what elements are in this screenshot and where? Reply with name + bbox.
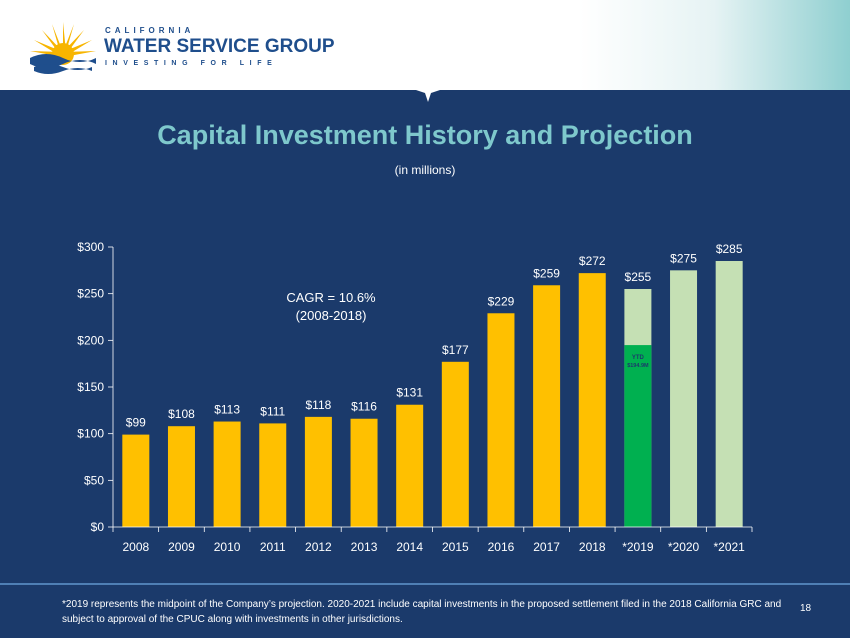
data-label: $131 — [396, 386, 423, 400]
data-label: $99 — [126, 416, 146, 430]
x-tick-label: 2015 — [442, 540, 469, 554]
y-tick-label: $50 — [84, 473, 104, 487]
data-label: $285 — [716, 242, 743, 256]
cagr-annotation-line1: CAGR = 10.6% — [286, 290, 376, 305]
y-tick-label: $200 — [77, 333, 104, 347]
logo-text-company: WATER SERVICE GROUP — [104, 36, 335, 57]
data-label: $275 — [670, 251, 697, 265]
y-tick-label: $100 — [77, 427, 104, 441]
bar-2010 — [213, 421, 241, 527]
x-tick-label: 2011 — [260, 540, 286, 554]
ytd-label-line2: $194.9M — [627, 363, 649, 369]
x-tick-label: 2014 — [396, 540, 423, 554]
y-tick-label: $300 — [77, 240, 104, 254]
slide-header: CALIFORNIA WATER SERVICE GROUP INVESTING… — [0, 0, 850, 102]
x-tick-label: 2008 — [122, 540, 149, 554]
logo-text-california: CALIFORNIA — [105, 26, 195, 35]
x-axis: 2008 2009 2010 2011 2012 2013 2014 2015 2016 2017… — [112, 526, 753, 554]
header-notch — [413, 89, 443, 102]
data-label: $118 — [305, 398, 331, 412]
bar-2008 — [122, 434, 150, 527]
bars: $99 $108 $113 $111 $118 $116 $131 $177 $229 $259 $… — [122, 242, 743, 527]
x-tick-label: 2012 — [305, 540, 332, 554]
slide-title: Capital Investment History and Projectio… — [157, 120, 693, 150]
bar-2012 — [304, 416, 332, 527]
x-tick-label: *2020 — [668, 540, 700, 554]
cagr-annotation-line2: (2008-2018) — [296, 308, 367, 323]
footnote: *2019 represents the midpoint of the Com… — [62, 599, 782, 625]
bar-2016 — [487, 313, 515, 527]
footer-divider — [0, 583, 850, 585]
y-tick-label: $0 — [91, 520, 105, 534]
x-tick-label: *2019 — [622, 540, 654, 554]
x-tick-label: 2010 — [214, 540, 241, 554]
page-number: 18 — [800, 603, 812, 614]
bar-2011 — [259, 423, 287, 527]
x-tick-label: 2016 — [488, 540, 515, 554]
x-tick-label: *2021 — [713, 540, 745, 554]
bar-2014 — [396, 404, 424, 527]
x-tick-label: 2013 — [351, 540, 378, 554]
sun-water-logo-icon — [30, 22, 96, 74]
company-logo: CALIFORNIA WATER SERVICE GROUP INVESTING… — [28, 18, 335, 76]
data-label: $111 — [260, 404, 285, 418]
bar-2009 — [167, 426, 195, 527]
x-tick-label: 2018 — [579, 540, 606, 554]
bar-ytd-segment — [624, 345, 652, 527]
data-label: $116 — [351, 400, 377, 414]
bar-2015 — [441, 361, 469, 527]
data-label: $259 — [533, 266, 560, 280]
data-label: $177 — [442, 343, 469, 357]
data-label: $255 — [625, 270, 652, 284]
bar-p2020 — [670, 270, 698, 527]
bar-p2021 — [715, 261, 743, 527]
bar-2013 — [350, 418, 378, 527]
y-tick-label: $150 — [77, 380, 104, 394]
slide-subtitle: (in millions) — [394, 163, 456, 177]
data-label: $229 — [488, 294, 515, 308]
ytd-label-line1: YTD — [632, 355, 645, 361]
bar-2017 — [533, 285, 561, 527]
y-tick-label: $250 — [77, 287, 104, 301]
capital-investment-bar-chart: $0 $50 $100 $150 $200 $250 $300 $99 $108 $113 $11… — [77, 240, 753, 554]
bar-2018 — [578, 273, 606, 527]
y-axis: $0 $50 $100 $150 $200 $250 $300 — [77, 240, 114, 534]
logo-text-tagline: INVESTING FOR LIFE — [105, 60, 278, 67]
x-tick-label: 2017 — [533, 540, 560, 554]
data-label: $108 — [168, 407, 195, 421]
data-label: $272 — [579, 254, 606, 268]
x-tick-label: 2009 — [168, 540, 195, 554]
data-label: $113 — [214, 403, 240, 417]
